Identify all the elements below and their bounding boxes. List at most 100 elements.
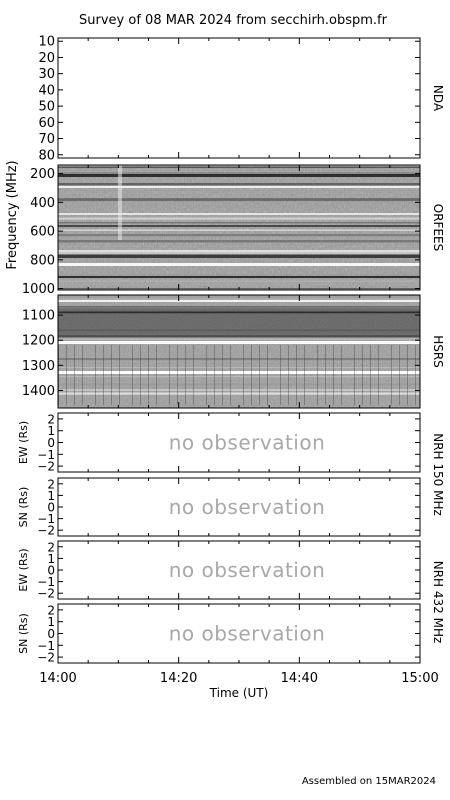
nrh432sn-ytick-label: −1 <box>37 639 55 653</box>
hsrs-vertical-streak <box>95 345 96 405</box>
orfees-white-line <box>58 213 420 215</box>
nrh432sn-no-observation: no observation <box>169 622 326 646</box>
orfees-band <box>58 240 420 243</box>
nrh150sn-no-observation: no observation <box>169 495 326 519</box>
hsrs-band <box>58 311 420 314</box>
nrh150ew-ytick-label: 2 <box>47 412 55 426</box>
hsrs-vertical-streak <box>317 345 318 405</box>
hsrs-vertical-streak <box>132 345 133 405</box>
hsrs-vertical-streak <box>222 345 223 405</box>
hsrs-ytick-label: 1200 <box>22 334 55 349</box>
frequency-axis-label: Frequency (MHz) <box>5 160 20 269</box>
orfees-band <box>58 183 420 186</box>
nrh150ew-ytick-label: −2 <box>37 460 55 474</box>
nrh432ew-ytick-label: 0 <box>47 564 55 578</box>
orfees-band <box>58 274 420 276</box>
hsrs-vertical-streak <box>407 345 408 405</box>
nrh432sn-ytick-label: 1 <box>47 615 55 629</box>
hsrs-vertical-streak <box>362 345 363 405</box>
orfees-band <box>58 280 420 283</box>
orfees-dark-band <box>58 255 420 258</box>
hsrs-white-line <box>58 371 420 374</box>
nrh432ew-ylabel: EW (Rs) <box>17 548 30 591</box>
nda-ytick-label: 80 <box>38 148 55 163</box>
hsrs-vertical-streak <box>214 345 215 405</box>
orfees-spectrum <box>58 165 420 290</box>
hsrs-vertical-streak <box>185 345 186 405</box>
hsrs-vertical-streak <box>206 345 207 405</box>
hsrs-vertical-streak <box>288 345 289 405</box>
nda-ytick-label: 50 <box>38 100 55 115</box>
nda-ytick-label: 10 <box>38 35 55 50</box>
hsrs-band <box>58 329 420 332</box>
hsrs-ytick-label: 1400 <box>22 384 55 399</box>
nrh432sn-ytick-label: −2 <box>37 651 55 665</box>
orfees-band <box>58 234 420 237</box>
nrh150ew-no-observation: no observation <box>169 431 326 455</box>
hsrs-vertical-streak <box>341 345 342 405</box>
hsrs-vertical-streak <box>111 345 112 405</box>
hsrs-vertical-streak <box>66 345 67 405</box>
hsrs-noise <box>58 295 420 408</box>
hsrs-vertical-streak <box>280 345 281 405</box>
hsrs-vertical-streak <box>259 345 260 405</box>
hsrs-spectrum <box>58 295 420 408</box>
orfees-ytick-label: 200 <box>30 167 55 182</box>
nrh150sn-ytick-label: 1 <box>47 489 55 503</box>
hsrs-vertical-streak <box>169 345 170 405</box>
nrh432sn-ylabel: SN (Rs) <box>17 613 30 654</box>
hsrs-band <box>58 307 420 309</box>
hsrs-vertical-streak <box>415 345 416 405</box>
nrh150ew-ytick-label: 0 <box>47 436 55 450</box>
nrh432-side-label: NRH 432 MHz <box>431 561 445 644</box>
hsrs-vertical-streak <box>74 345 75 405</box>
nrh150sn-ytick-label: 2 <box>47 477 55 491</box>
hsrs-vertical-streak <box>119 345 120 405</box>
x-tick-label: 14:20 <box>160 671 197 686</box>
nda-instrument-label: NDA <box>431 85 445 112</box>
hsrs-white-line <box>58 300 420 302</box>
nrh150-side-label: NRH 150 MHz <box>431 433 445 516</box>
nda-ytick-label: 20 <box>38 51 55 66</box>
orfees-band <box>58 217 420 220</box>
hsrs-dark-region <box>58 306 420 336</box>
nrh150ew-ytick-label: 1 <box>47 424 55 438</box>
orfees-ytick-label: 600 <box>30 225 55 240</box>
hsrs-vertical-streak <box>243 345 244 405</box>
nrh432sn-ytick-label: 0 <box>47 627 55 641</box>
orfees-ytick-label: 400 <box>30 196 55 211</box>
hsrs-vertical-streak <box>325 345 326 405</box>
hsrs-band <box>58 298 420 301</box>
hsrs-white-line <box>58 341 420 344</box>
hsrs-vertical-streak <box>296 345 297 405</box>
hsrs-vertical-streak <box>103 345 104 405</box>
nrh432sn-ytick-label: 2 <box>47 603 55 617</box>
orfees-dark-line <box>58 225 420 227</box>
x-axis-label: Time (UT) <box>209 686 269 700</box>
orfees-band <box>58 198 420 200</box>
hsrs-band <box>58 367 420 369</box>
hsrs-vertical-streak <box>140 345 141 405</box>
hsrs-band <box>58 376 420 378</box>
hsrs-band <box>58 383 420 386</box>
hsrs-band <box>58 358 420 361</box>
nrh432ew-ytick-label: −2 <box>37 587 55 601</box>
hsrs-band <box>58 389 420 391</box>
hsrs-vertical-streak <box>230 345 231 405</box>
hsrs-band <box>58 335 420 338</box>
nrh432ew-no-observation: no observation <box>169 558 326 582</box>
nrh150sn-ytick-label: 0 <box>47 501 55 515</box>
hsrs-band <box>58 338 420 340</box>
nrh432ew-ytick-label: 1 <box>47 552 55 566</box>
figure-title: Survey of 08 MAR 2024 from secchirh.obsp… <box>79 13 388 28</box>
nrh432ew-ytick-label: 2 <box>47 540 55 554</box>
hsrs-instrument-label: HSRS <box>431 335 445 368</box>
orfees-white-line <box>58 186 420 188</box>
nrh432ew-ytick-label: −1 <box>37 575 55 589</box>
x-tick-label: 15:00 <box>401 671 438 686</box>
orfees-dark-line <box>58 174 420 177</box>
orfees-dark-line <box>58 276 420 278</box>
nda-frame <box>57 37 421 159</box>
hsrs-vertical-streak <box>399 345 400 405</box>
